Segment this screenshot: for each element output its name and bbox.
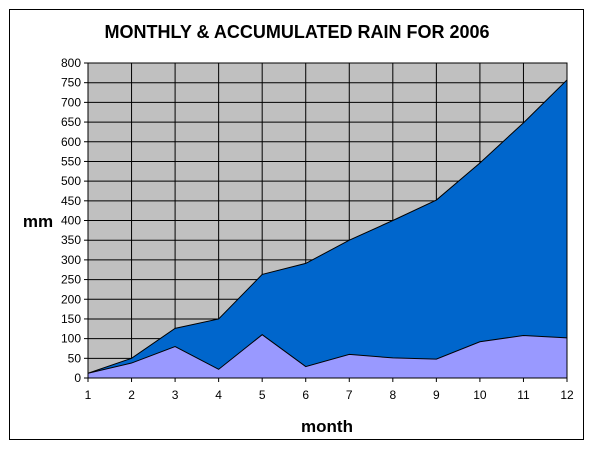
- x-axis-ticks: 1 2 3 4 5 6 7 8 9 10 11 12: [85, 378, 574, 402]
- chart-title: MONTHLY & ACCUMULATED RAIN FOR 2006: [104, 22, 489, 42]
- y-tick-label: 550: [61, 154, 81, 168]
- y-tick-label: 400: [61, 214, 81, 228]
- y-axis-label: mm: [23, 212, 53, 231]
- x-tick-label: 12: [560, 388, 574, 402]
- x-tick-label: 5: [259, 388, 266, 402]
- y-tick-label: 150: [61, 312, 81, 326]
- y-tick-label: 50: [68, 351, 82, 365]
- y-tick-label: 500: [61, 174, 81, 188]
- area-series-1: [87, 78, 568, 379]
- x-tick-label: 6: [302, 388, 309, 402]
- x-tick-label: 7: [346, 388, 353, 402]
- y-tick-label: 300: [61, 253, 81, 267]
- y-tick-label: 750: [61, 76, 81, 90]
- y-tick-label: 350: [61, 233, 81, 247]
- y-axis-ticks: 0 50 100 150 200 250 300 350 400 450 500 550 600 650 7…: [61, 56, 88, 385]
- area-series-2: [87, 334, 568, 379]
- y-tick-label: 700: [61, 95, 81, 109]
- y-tick-label: 650: [61, 115, 81, 129]
- y-tick-label: 0: [74, 371, 81, 385]
- x-tick-label: 11: [517, 388, 530, 402]
- y-tick-label: 450: [61, 194, 81, 208]
- y-tick-label: 100: [61, 332, 81, 346]
- x-tick-label: 10: [473, 388, 487, 402]
- x-tick-label: 4: [215, 388, 222, 402]
- y-tick-label: 600: [61, 135, 81, 149]
- x-tick-label: 1: [85, 388, 92, 402]
- x-tick-label: 3: [172, 388, 179, 402]
- y-tick-label: 200: [61, 292, 81, 306]
- x-tick-label: 8: [389, 388, 396, 402]
- y-tick-label: 250: [61, 273, 81, 287]
- x-tick-label: 9: [433, 388, 440, 402]
- x-axis-label: month: [301, 417, 353, 436]
- y-tick-label: 800: [61, 56, 81, 70]
- x-tick-label: 2: [128, 388, 135, 402]
